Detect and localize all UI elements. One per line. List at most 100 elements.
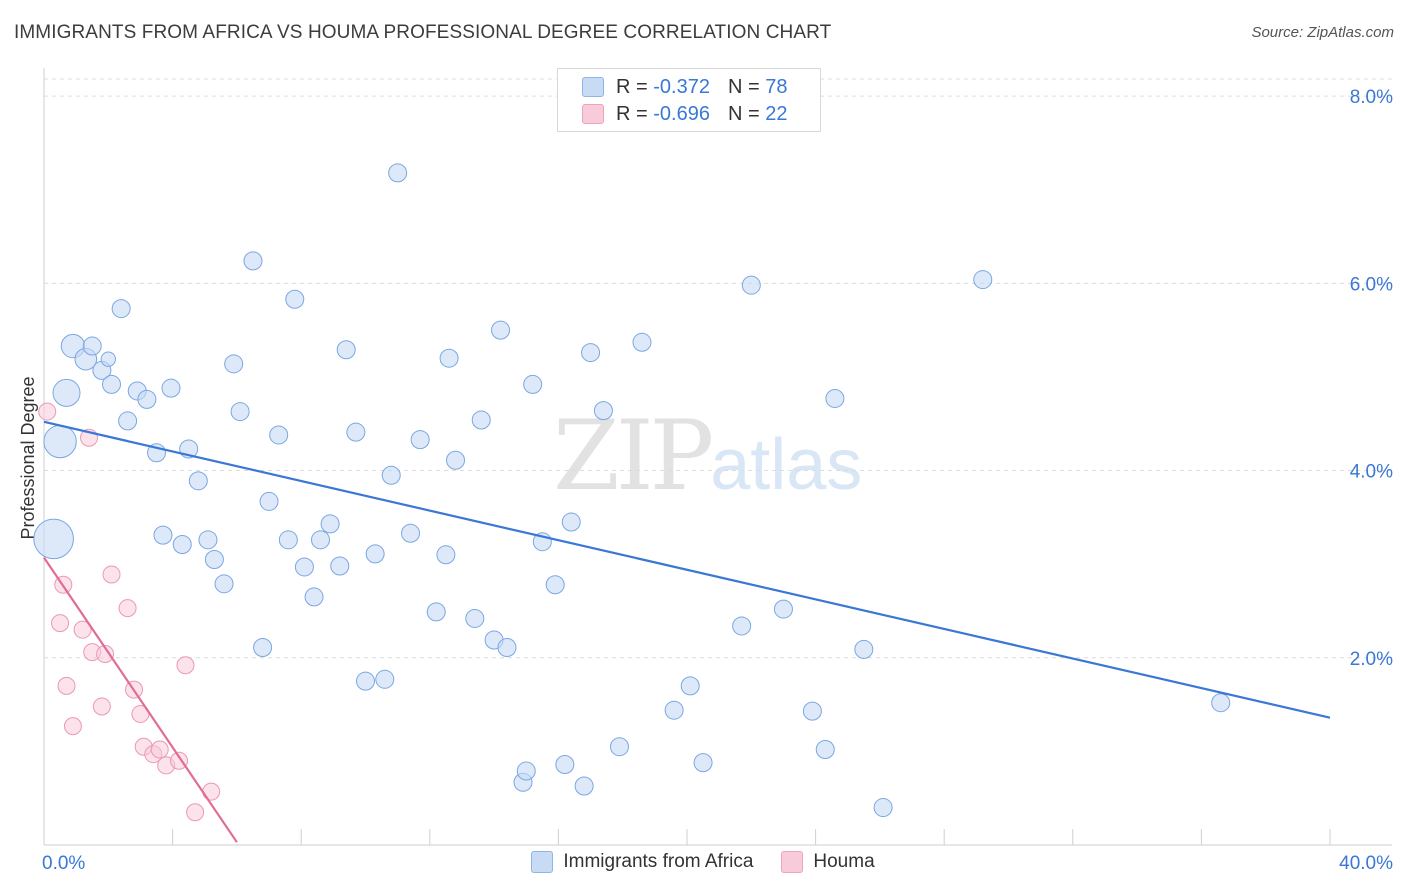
africa-point bbox=[439, 348, 459, 368]
africa-point bbox=[680, 676, 700, 696]
legend-swatch-houma bbox=[582, 104, 604, 124]
houma-point bbox=[150, 740, 169, 759]
africa-point bbox=[574, 776, 594, 796]
africa-point bbox=[224, 354, 244, 374]
y-tick-label: 6.0% bbox=[1350, 274, 1393, 295]
africa-point bbox=[330, 556, 350, 576]
africa-point bbox=[43, 424, 77, 459]
africa-point bbox=[609, 737, 629, 757]
africa-point bbox=[33, 518, 74, 560]
africa-point bbox=[401, 523, 421, 543]
africa-point bbox=[1211, 693, 1231, 713]
series-swatch-houma bbox=[781, 851, 804, 873]
africa-point bbox=[111, 299, 131, 319]
series-legend-houma[interactable]: Houma bbox=[781, 851, 875, 873]
series-label-houma: Houma bbox=[813, 851, 875, 872]
africa-point bbox=[973, 270, 993, 290]
africa-point bbox=[802, 701, 822, 721]
legend-row-africa: R = -0.372 N = 78 bbox=[582, 74, 787, 100]
watermark: ZIPatlas bbox=[553, 400, 862, 512]
africa-point bbox=[545, 575, 565, 595]
africa-point bbox=[381, 465, 401, 485]
source-note: Source: ZipAtlas.com bbox=[1251, 24, 1394, 41]
africa-point bbox=[161, 378, 181, 398]
africa-point bbox=[285, 289, 305, 309]
legend-swatch-africa bbox=[582, 77, 604, 97]
y-tick-label: 4.0% bbox=[1350, 462, 1393, 483]
africa-point bbox=[555, 754, 575, 774]
houma-point bbox=[176, 656, 195, 675]
africa-point bbox=[172, 534, 192, 554]
africa-point bbox=[436, 545, 456, 565]
africa-point bbox=[516, 761, 536, 781]
africa-point bbox=[294, 557, 314, 577]
x-tick-label: 0.0% bbox=[42, 853, 85, 874]
legend-n-value: 22 bbox=[765, 102, 788, 125]
africa-point bbox=[410, 430, 430, 450]
africa-point bbox=[388, 163, 408, 183]
africa-point bbox=[523, 374, 543, 394]
watermark-atlas: atlas bbox=[710, 425, 863, 505]
africa-point bbox=[741, 275, 761, 295]
houma-point bbox=[92, 697, 111, 716]
series-legend: Immigrants from Africa Houma bbox=[0, 851, 1406, 873]
stats-legend: R = -0.372 N = 78 R = -0.696 N = 22 bbox=[557, 68, 821, 132]
africa-point bbox=[82, 336, 102, 356]
africa-point bbox=[561, 512, 581, 532]
africa-point bbox=[693, 753, 713, 773]
africa-point bbox=[873, 798, 893, 818]
africa-point bbox=[102, 374, 122, 394]
y-tick-label: 2.0% bbox=[1350, 649, 1393, 670]
africa-point bbox=[310, 530, 330, 550]
africa-point bbox=[593, 401, 613, 421]
series-legend-africa[interactable]: Immigrants from Africa bbox=[531, 851, 753, 873]
africa-point bbox=[198, 530, 218, 550]
africa-point bbox=[825, 388, 845, 408]
houma-point bbox=[73, 620, 92, 639]
houma-point bbox=[51, 614, 70, 633]
africa-point bbox=[732, 616, 752, 636]
africa-point bbox=[632, 332, 652, 352]
africa-point bbox=[815, 740, 835, 760]
africa-point bbox=[854, 639, 874, 659]
legend-row-houma: R = -0.696 N = 22 bbox=[582, 101, 787, 127]
houma-point bbox=[57, 676, 76, 695]
africa-point bbox=[346, 422, 366, 442]
africa-point bbox=[581, 343, 601, 363]
africa-point bbox=[118, 411, 138, 431]
africa-point bbox=[465, 608, 485, 628]
africa-point bbox=[259, 491, 279, 511]
houma-point bbox=[96, 645, 115, 664]
africa-point bbox=[253, 637, 273, 657]
houma-point bbox=[38, 402, 57, 421]
africa-point bbox=[471, 410, 491, 430]
africa-point bbox=[304, 587, 324, 607]
africa-point bbox=[773, 599, 793, 619]
africa-point bbox=[278, 530, 298, 550]
africa-point bbox=[153, 525, 173, 545]
y-tick-label: 8.0% bbox=[1350, 87, 1393, 108]
houma-point bbox=[202, 782, 221, 801]
legend-r-label: R = bbox=[616, 102, 648, 125]
houma-point bbox=[186, 803, 205, 822]
legend-r-label: R = bbox=[616, 75, 648, 98]
africa-point bbox=[188, 471, 208, 491]
africa-point bbox=[243, 251, 263, 271]
africa-point bbox=[375, 669, 395, 689]
africa-point bbox=[491, 320, 511, 340]
africa-point bbox=[426, 602, 446, 622]
houma-point bbox=[63, 717, 82, 736]
legend-r-value: -0.372 bbox=[653, 75, 710, 98]
africa-point bbox=[100, 351, 117, 367]
series-swatch-africa bbox=[531, 851, 554, 873]
series-label-africa: Immigrants from Africa bbox=[563, 851, 754, 872]
legend-n-value: 78 bbox=[765, 75, 788, 98]
legend-r-value: -0.696 bbox=[653, 102, 710, 125]
africa-point bbox=[497, 637, 517, 657]
africa-point bbox=[336, 340, 356, 360]
africa-point bbox=[664, 700, 684, 720]
africa-point bbox=[204, 549, 224, 569]
y-axis-label: Professional Degree bbox=[18, 376, 38, 539]
africa-point bbox=[137, 389, 157, 409]
